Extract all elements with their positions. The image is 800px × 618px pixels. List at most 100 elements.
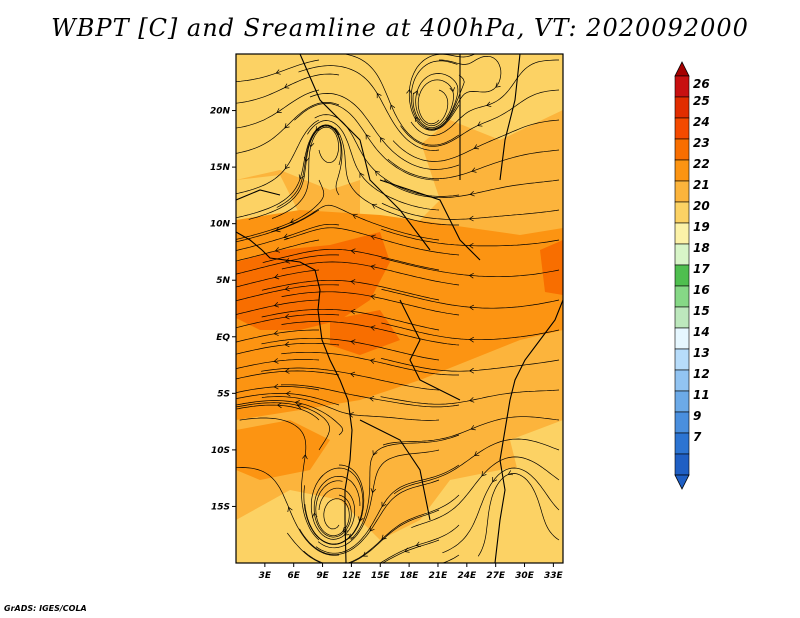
streamline-arrow (369, 526, 375, 532)
map-frame (235, 53, 564, 564)
wbpt-22-center (330, 310, 400, 355)
lon-label: 30E (515, 571, 535, 581)
streamline-arrow (365, 134, 371, 140)
lon-label: 15E (371, 571, 391, 581)
colorbar-label: 11 (693, 388, 710, 402)
streamline-arrow (477, 121, 483, 127)
streamline-arrow (350, 308, 356, 315)
streamline-arrow (283, 233, 289, 239)
colorbar-label: 16 (693, 283, 710, 297)
colorbar-swatch (674, 159, 690, 182)
streamline-arrow (370, 234, 376, 240)
colorbar-label: 15 (693, 304, 710, 318)
streamline-arrow (468, 272, 474, 279)
colorbar-label: 13 (693, 346, 710, 360)
streamline-arrow (486, 101, 492, 108)
credit-text: GrADS: IGES/COLA (4, 604, 87, 613)
border-c (399, 299, 461, 401)
lon-label: 12E (342, 571, 362, 581)
border-e (236, 189, 281, 201)
lat-label: 20N (210, 107, 231, 117)
colorbar-swatch (674, 138, 690, 161)
colorbar-top-arrow (674, 61, 690, 77)
lat-label: 15N (210, 163, 231, 173)
colorbar-swatch (674, 243, 690, 266)
colorbar-swatch (674, 306, 690, 329)
lon-label: 27E (486, 571, 506, 581)
streamline-arrow (376, 92, 382, 99)
coastline-west (236, 231, 353, 563)
colorbar-label: 24 (693, 115, 710, 129)
wbpt-19-east (510, 420, 563, 480)
colorbar-swatch (674, 180, 690, 203)
streamline-arrow (374, 170, 381, 176)
streamline-arrow (492, 476, 498, 483)
streamline-arrow (348, 533, 354, 539)
streamline-arrow (348, 412, 354, 418)
colorbar: 26 25 24 23 22 21 20 19 18 17 16 15 14 13 12 11 9 7 (674, 61, 710, 490)
streamline-arrow (274, 247, 281, 253)
colorbar-label: 21 (693, 178, 710, 192)
streamline (236, 329, 319, 343)
colorbar-swatch (674, 348, 690, 371)
colorbar-label: 14 (693, 325, 710, 339)
streamline-arrow (359, 172, 365, 178)
streamline-arrow (284, 83, 290, 89)
streamline-arrow (273, 383, 279, 390)
streamline (236, 386, 320, 393)
streamline-arrow (470, 425, 476, 431)
streamline (236, 73, 340, 104)
streamline-arrow (473, 144, 479, 150)
border-b (379, 179, 481, 261)
border-d (359, 419, 431, 521)
streamline-arrow (302, 454, 308, 460)
streamline-arrow (507, 470, 514, 476)
streamline-arrow (389, 104, 396, 110)
lat-label: 5N (216, 276, 230, 286)
streamline-arrow (474, 451, 480, 456)
colorbar-swatch (674, 432, 690, 455)
wbpt-22-east (540, 240, 563, 295)
streamline-arrow (349, 371, 356, 378)
colorbar-label: 7 (693, 430, 702, 444)
streamline-arrow (469, 397, 475, 403)
colorbar-swatch (674, 96, 690, 119)
streamline-arrow (284, 285, 290, 292)
colorbar-label: 20 (693, 199, 710, 213)
coastline-east (494, 299, 563, 563)
streamline-arrow (284, 313, 290, 320)
streamline-arrow (284, 368, 290, 374)
streamline-arrow (350, 248, 356, 254)
longitude-axis: 3E 6E 9E 12E 15E 18E 21E 24E 27E 30E 33E (259, 563, 564, 581)
lat-label: 10S (211, 446, 230, 456)
streamline-arrow (370, 264, 376, 270)
coastlines (236, 54, 563, 563)
streamline-arrow (469, 304, 475, 311)
streamline-arrow (381, 534, 387, 540)
streamline-arrow (284, 341, 290, 348)
streamline-arrow (362, 551, 368, 557)
streamline-arrow (315, 126, 321, 132)
lat-label: 10N (210, 220, 231, 230)
streamline-arrow (406, 89, 412, 95)
colorbar-bottom-arrow (674, 474, 690, 490)
colorbar-swatch (674, 75, 690, 98)
streamline-arrow (481, 471, 487, 477)
streamline-arrow (468, 215, 474, 222)
colorbar-swatch (674, 369, 690, 392)
streamline (236, 102, 340, 154)
streamline-arrow (495, 82, 501, 88)
streamline-arrow (471, 167, 477, 173)
streamline-arrow (371, 203, 378, 209)
wbpt-21-south (236, 420, 330, 480)
lon-label: 24E (457, 571, 477, 581)
streamline-arrow (350, 339, 356, 345)
colorbar-swatch (674, 285, 690, 308)
lon-label: 18E (400, 571, 420, 581)
streamline-arrow (469, 336, 474, 343)
colorbar-swatch (674, 201, 690, 224)
streamline-arrow (276, 108, 282, 113)
colorbar-label: 26 (693, 77, 710, 91)
streamline-arrow (275, 226, 281, 233)
streamline-arrow (275, 69, 281, 75)
